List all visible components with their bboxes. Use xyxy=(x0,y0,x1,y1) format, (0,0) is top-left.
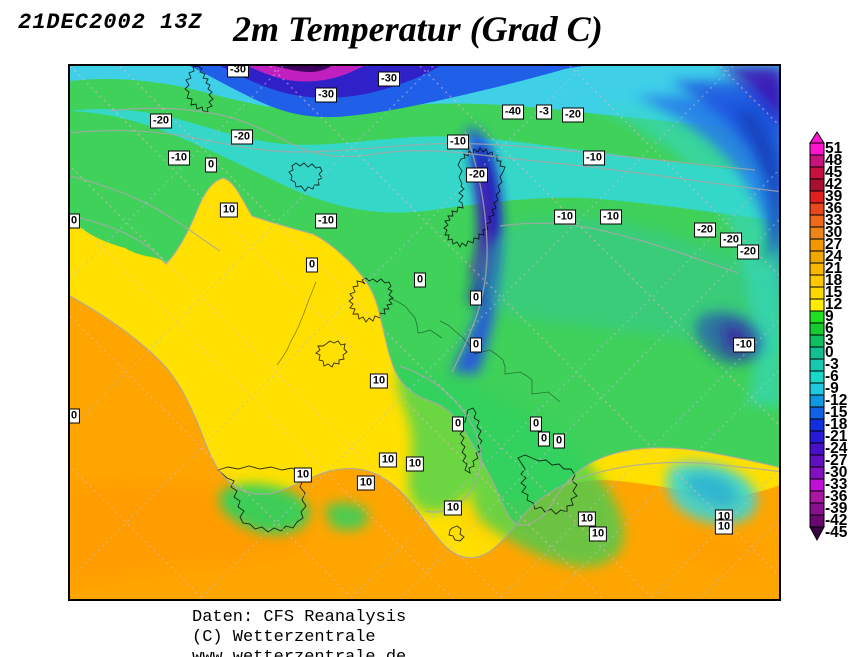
svg-text:-45: -45 xyxy=(825,524,848,541)
